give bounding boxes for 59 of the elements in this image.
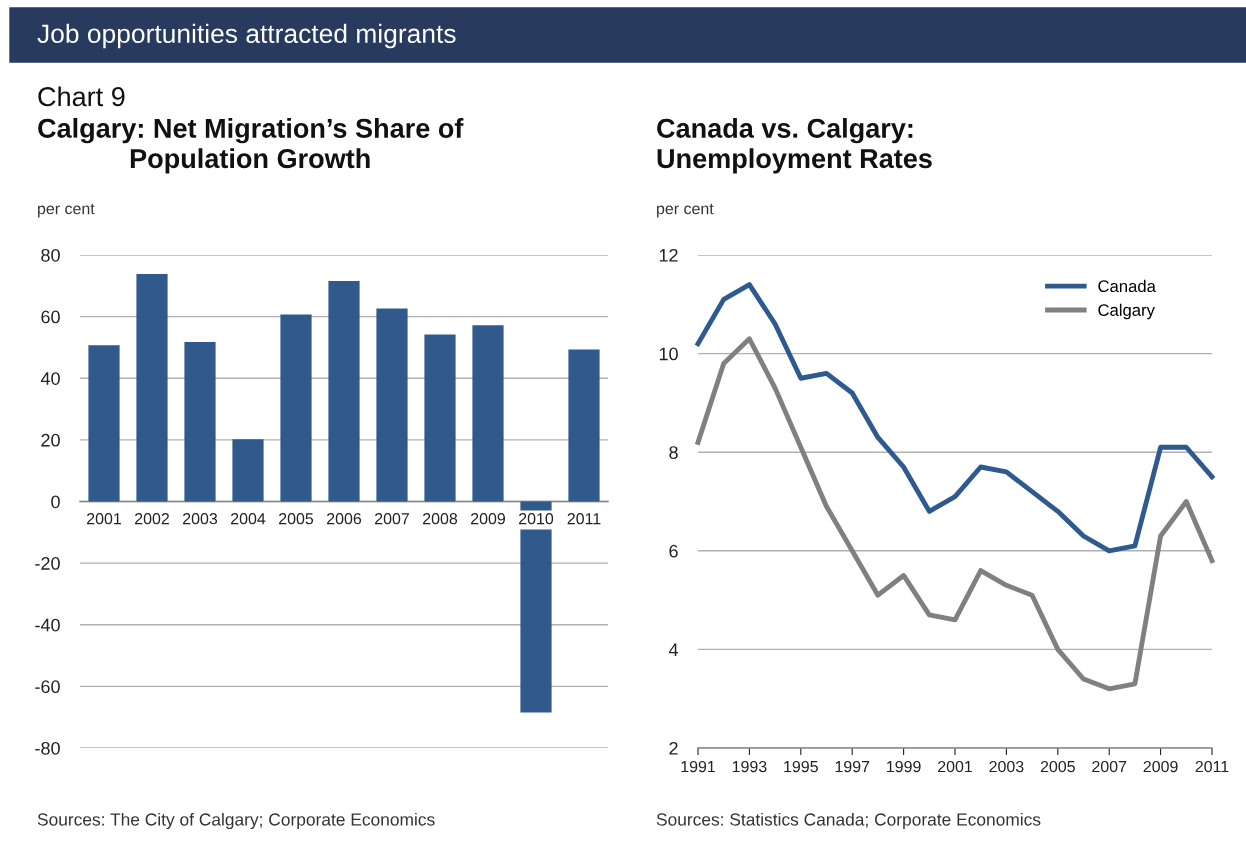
bar <box>472 325 504 502</box>
y-tick-label: 20 <box>41 433 60 447</box>
bar <box>136 274 168 502</box>
y-tick-label: -40 <box>35 618 60 632</box>
chart-title: Calgary: Net Migration’s Share of Population Growth <box>38 118 464 174</box>
caption: Chart 9 <box>38 86 125 107</box>
y-axis-title: per cent <box>38 203 95 218</box>
x-tick-label: 2006 <box>327 513 362 525</box>
x-tick-label: 2002 <box>135 513 169 525</box>
bar <box>328 280 360 502</box>
y-tick-label: 60 <box>41 310 60 324</box>
y-tick-label: 6 <box>669 544 678 558</box>
x-tick-label: 2007 <box>1092 760 1127 773</box>
y-tick-label: 40 <box>40 372 60 385</box>
x-tick-label: 2011 <box>567 513 601 525</box>
source-note: Sources: The City of Calgary; Corporate Economics <box>37 812 435 830</box>
x-tick-label: 2011 <box>1195 760 1229 773</box>
x-tick-label: 2001 <box>938 760 972 773</box>
bar <box>568 349 600 502</box>
x-tick-label: 2009 <box>1143 760 1178 773</box>
y-tick-label: 80 <box>41 248 60 262</box>
x-tick-label: 2008 <box>423 513 458 525</box>
y-tick-label: -80 <box>35 741 60 755</box>
bar <box>520 501 552 713</box>
x-tick-label: 2010 <box>519 513 554 525</box>
x-tick-label: 2005 <box>279 513 314 525</box>
x-tick-label: 2004 <box>231 513 266 525</box>
bar <box>424 334 456 502</box>
x-tick-label: 2003 <box>183 513 218 525</box>
x-tick-label: 1991 <box>681 760 715 773</box>
bar <box>376 308 408 502</box>
bar <box>280 314 312 502</box>
bar <box>88 345 120 502</box>
chart-title: Canada vs. Calgary: Unemployment Rates <box>657 118 932 174</box>
y-tick-label: 8 <box>669 446 678 459</box>
legend-label: Calgary <box>1098 303 1155 320</box>
legend-label: Canada <box>1098 279 1156 293</box>
text: Job opportunities attracted migrants <box>37 23 456 49</box>
x-tick-label: 1995 <box>784 760 818 773</box>
x-tick-label: 1999 <box>887 760 921 773</box>
x-tick-label: 2003 <box>989 760 1024 773</box>
x-tick-label: 1997 <box>835 760 870 773</box>
y-tick-label: 12 <box>659 248 678 262</box>
x-tick-label: 2007 <box>375 513 409 525</box>
line-series <box>695 336 1215 692</box>
bar <box>184 341 216 502</box>
x-tick-label: 2009 <box>471 513 506 525</box>
y-tick-label: -60 <box>35 680 60 694</box>
x-tick-label: 2005 <box>1040 760 1075 773</box>
y-tick-label: 2 <box>669 741 678 755</box>
y-tick-label: 10 <box>659 347 678 361</box>
bar <box>232 439 264 502</box>
x-tick-label: 1993 <box>732 760 767 773</box>
y-tick-label: 4 <box>668 643 679 656</box>
source-note: Sources: Statistics Canada; Corporate Economics <box>656 812 1041 830</box>
y-axis-title: per cent <box>657 203 714 218</box>
x-tick-label: 2001 <box>87 513 121 525</box>
y-tick-label: 0 <box>51 495 60 509</box>
y-tick-label: -20 <box>35 557 60 570</box>
